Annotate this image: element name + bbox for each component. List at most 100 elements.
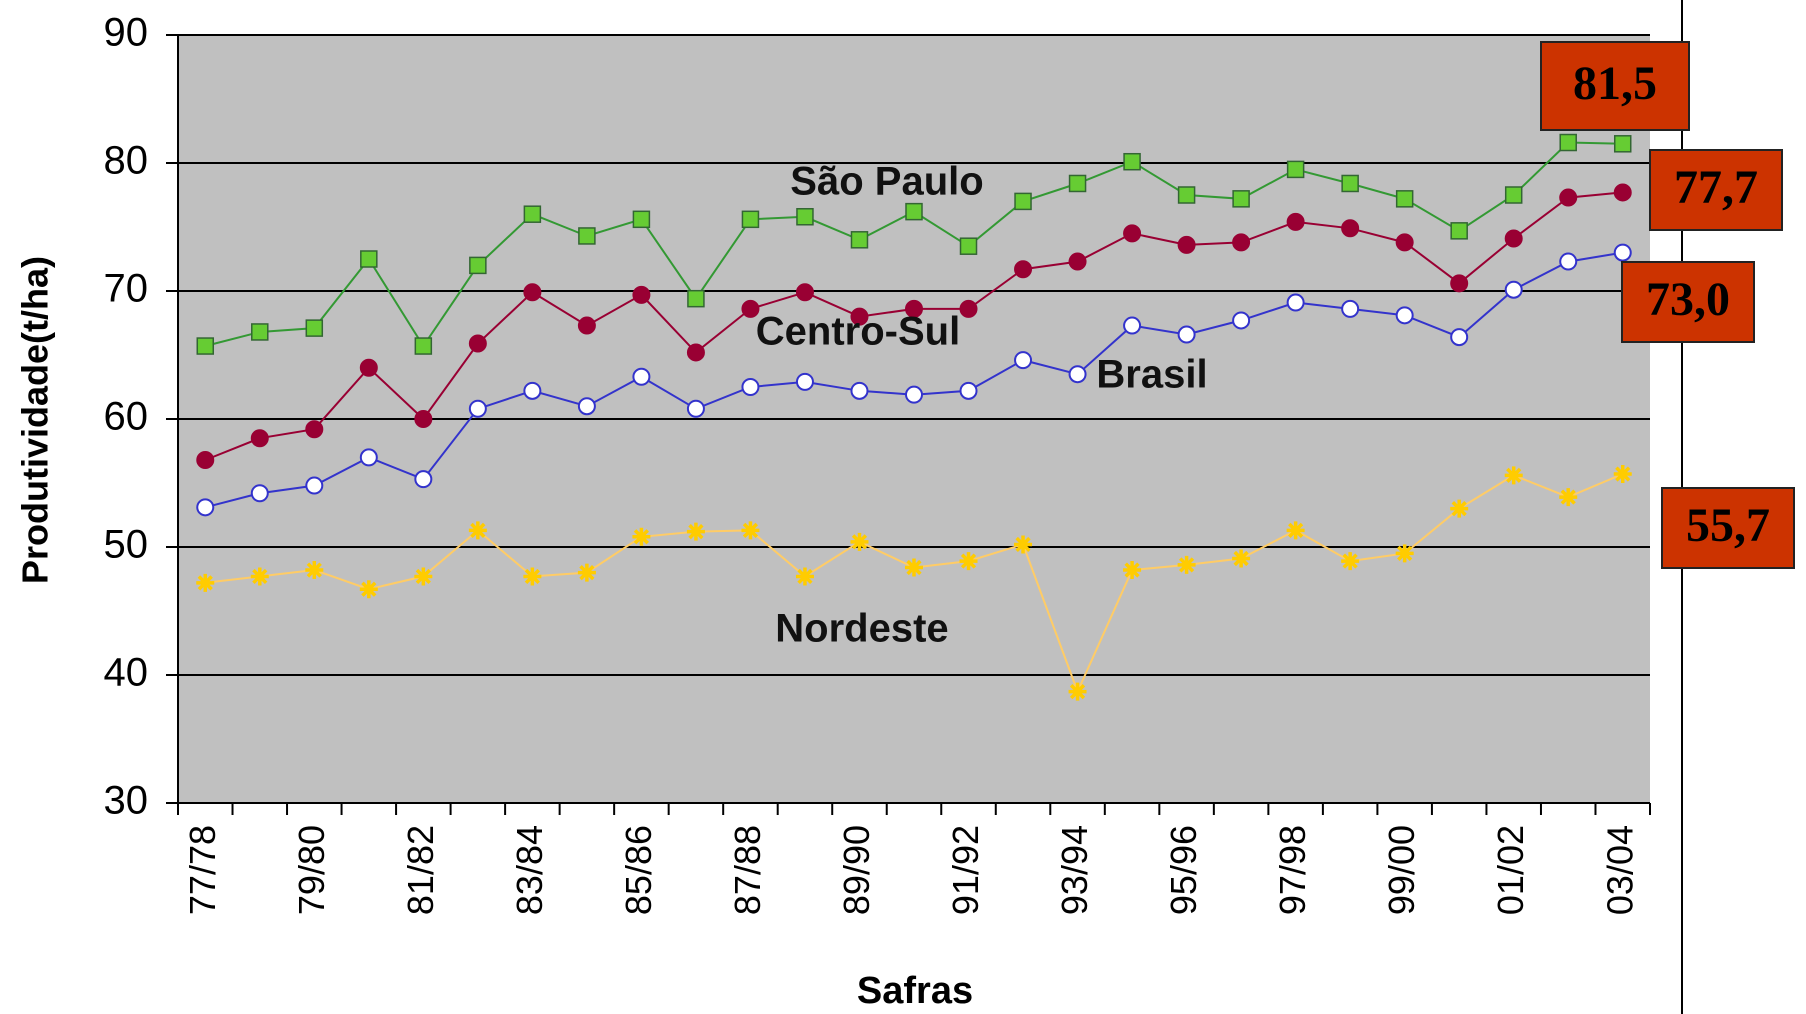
- value-label: 55,7: [1686, 499, 1770, 552]
- marker: [1123, 224, 1142, 243]
- x-tick-label: 99/00: [1381, 825, 1422, 915]
- series-label: São Paulo: [790, 160, 983, 204]
- marker: [414, 410, 433, 428]
- x-tick-label: 01/02: [1490, 825, 1531, 915]
- marker: [414, 470, 433, 489]
- marker: [959, 381, 978, 400]
- marker: [795, 567, 814, 586]
- value-label: 81,5: [1573, 57, 1657, 110]
- marker: [1559, 188, 1578, 207]
- marker: [795, 372, 814, 391]
- x-axis-title: Safras: [857, 970, 973, 1012]
- marker: [359, 448, 378, 467]
- marker: [1014, 192, 1032, 211]
- marker: [360, 250, 378, 268]
- marker: [1232, 233, 1251, 252]
- x-tick-label: 89/90: [836, 825, 877, 915]
- marker: [1395, 233, 1414, 252]
- marker: [850, 532, 869, 551]
- marker: [1014, 260, 1033, 279]
- marker: [468, 399, 487, 418]
- value-label-box: [1540, 41, 1690, 131]
- marker: [795, 283, 814, 302]
- marker: [1504, 466, 1523, 485]
- x-tick-label: 87/88: [727, 825, 768, 915]
- marker: [796, 208, 814, 226]
- marker: [905, 202, 923, 221]
- marker: [250, 484, 269, 503]
- marker: [1123, 152, 1141, 171]
- marker: [1177, 555, 1196, 574]
- marker: [687, 289, 705, 308]
- marker: [1613, 183, 1632, 202]
- marker: [1123, 561, 1142, 580]
- marker: [1177, 325, 1196, 344]
- value-label-box: [1621, 261, 1755, 343]
- marker: [1559, 252, 1578, 271]
- marker: [1504, 229, 1523, 248]
- marker: [741, 210, 760, 229]
- marker: [1068, 365, 1087, 384]
- marker: [905, 385, 923, 404]
- marker: [741, 378, 760, 396]
- marker: [578, 227, 596, 245]
- x-tick-label: 03/04: [1599, 825, 1640, 915]
- marker: [632, 210, 651, 229]
- marker: [1177, 186, 1196, 204]
- marker: [1613, 243, 1632, 262]
- marker: [1286, 212, 1305, 231]
- marker: [1286, 521, 1305, 540]
- marker: [741, 521, 760, 540]
- marker: [196, 337, 215, 355]
- marker: [1341, 219, 1360, 238]
- x-tick-label: 85/86: [618, 825, 659, 915]
- value-label-box: [1661, 487, 1795, 569]
- marker: [305, 561, 324, 580]
- x-tick-label: 91/92: [945, 825, 986, 915]
- marker: [577, 316, 596, 335]
- marker: [1450, 274, 1469, 293]
- value-label: 77,7: [1674, 161, 1758, 214]
- marker: [959, 552, 978, 571]
- y-tick-label: 80: [104, 139, 149, 183]
- marker: [1450, 328, 1469, 347]
- marker: [1395, 190, 1414, 208]
- marker: [196, 498, 215, 517]
- marker: [523, 381, 542, 400]
- marker: [523, 283, 542, 302]
- marker: [850, 307, 869, 326]
- marker: [1068, 252, 1087, 271]
- marker: [686, 399, 705, 418]
- marker: [1286, 293, 1305, 312]
- marker: [523, 205, 542, 223]
- y-tick-label: 50: [104, 523, 149, 567]
- marker: [1286, 160, 1305, 179]
- marker: [1450, 499, 1469, 518]
- marker: [1613, 135, 1632, 153]
- marker: [1232, 190, 1250, 208]
- value-label-box: [1649, 149, 1783, 231]
- marker: [1014, 535, 1033, 554]
- marker: [850, 231, 869, 249]
- y-tick-label: 70: [104, 267, 149, 311]
- marker: [1014, 351, 1033, 370]
- marker: [1341, 174, 1359, 193]
- x-tick-label: 83/84: [509, 825, 550, 915]
- marker: [905, 299, 923, 318]
- marker: [1504, 280, 1523, 299]
- marker: [359, 580, 378, 599]
- marker: [1232, 549, 1251, 568]
- marker: [686, 343, 705, 362]
- marker: [251, 323, 269, 341]
- marker: [469, 256, 487, 275]
- marker: [1504, 186, 1523, 204]
- marker: [196, 450, 215, 469]
- marker: [1068, 174, 1087, 193]
- marker: [1123, 316, 1142, 335]
- marker: [468, 521, 487, 540]
- marker: [1395, 306, 1414, 325]
- x-tick-label: 93/94: [1054, 825, 1095, 915]
- marker: [1613, 465, 1632, 484]
- series-label: Centro-Sul: [756, 310, 960, 354]
